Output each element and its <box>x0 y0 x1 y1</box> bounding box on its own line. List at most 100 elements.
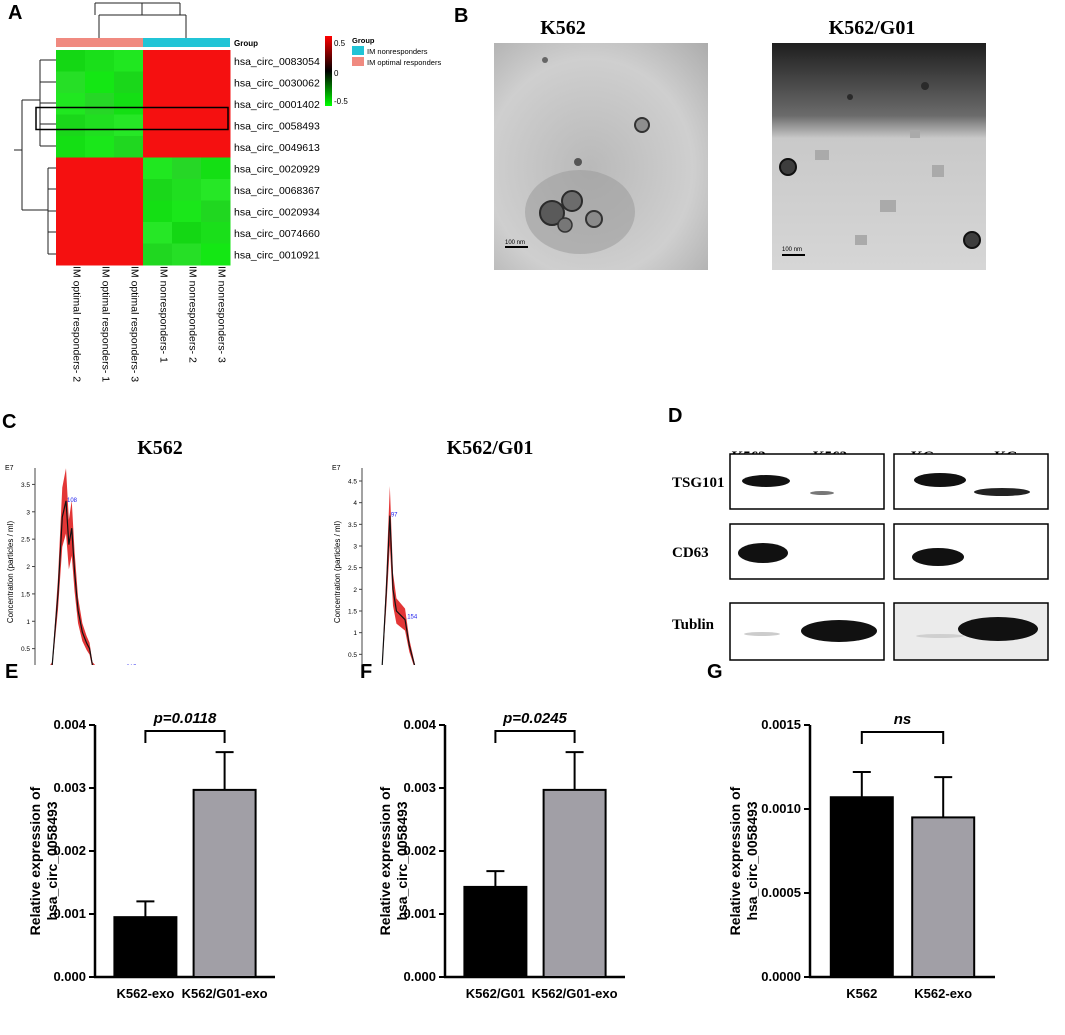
heatmap-cell <box>172 50 202 72</box>
heatmap-cell <box>201 50 231 72</box>
category-label: K562/G01 <box>466 986 525 1001</box>
panel-letter-c: C <box>2 411 17 433</box>
y-axis-label: Relative expression of <box>377 786 393 935</box>
heatmap-cell <box>143 114 173 137</box>
y-tick-label: 0.0010 <box>761 801 801 816</box>
heatmap-cell <box>201 93 231 115</box>
heatmap-cell <box>56 179 86 201</box>
band-tublin-k562-exo <box>744 632 780 636</box>
nta-y-tick-label: 3.5 <box>21 482 30 489</box>
legend-item-label: IM nonresponders <box>367 47 428 56</box>
nta-y-tick-label: 1.5 <box>21 591 30 598</box>
band-tsg101-kg-exo <box>914 473 966 487</box>
y-tick-label: 0.0000 <box>761 969 801 984</box>
heatmap-cell <box>85 114 115 137</box>
heatmap-cell <box>114 136 144 158</box>
band-tublin-k562 <box>801 620 877 642</box>
heatmap-cell <box>143 179 173 201</box>
bar-chart-g: 0.0000 0.0005 0.0010 0.0015 Relative express… <box>727 711 995 1001</box>
bar-k562-g01-exo <box>542 788 607 978</box>
band-tublin-kg-exo <box>916 634 964 638</box>
heatmap-cell <box>172 222 202 244</box>
heatmap-cell <box>85 71 115 94</box>
band-tsg101-kg <box>974 488 1030 496</box>
heatmap-panel: Group hsa_circ_0083054 hsa_circ_0030062hsa… <box>14 2 441 382</box>
row-dendrogram <box>14 59 56 255</box>
heatmap-cell <box>56 243 86 266</box>
column-dendrogram <box>94 2 187 38</box>
blot-row-label-tublin: Tublin <box>672 617 715 633</box>
nta-peak-label: 97 <box>391 513 398 519</box>
nta-y-label: Concentration (particles / ml) <box>6 521 15 624</box>
heatmap-cell <box>56 157 86 180</box>
nta-exponent: E7 <box>332 465 341 472</box>
color-scale-tick: -0.5 <box>334 97 348 106</box>
tem-scale-k562-g01: 100 nm <box>782 247 802 253</box>
tem-title-k562: K562 <box>540 17 586 39</box>
heatmap-cell <box>114 200 144 223</box>
nta-plot-k562: K562E700.511.522.533.5010020030040050060… <box>5 437 183 665</box>
heatmap-cell <box>201 157 231 180</box>
significance-bracket <box>860 731 945 744</box>
nta-y-tick-label: 3 <box>26 509 30 516</box>
y-axis-label: hsa_circ_0058493 <box>744 801 760 920</box>
heatmap-cell <box>56 93 86 115</box>
heatmap-column-label: IM nonresponders- 3 <box>216 266 228 363</box>
nta-y-tick-label: 4.5 <box>348 479 357 486</box>
nta-y-tick-label: 2.5 <box>21 537 30 544</box>
heatmap-cell <box>114 222 144 244</box>
heatmap-column-label: IM nonresponders- 1 <box>158 266 170 363</box>
heatmap-cell <box>114 179 144 201</box>
heatmap-cell <box>143 136 173 158</box>
heatmap-cell <box>85 222 115 244</box>
nta-y-tick-label: 2 <box>26 564 30 571</box>
heatmap-cell <box>201 114 231 137</box>
heatmap-cell <box>85 136 115 158</box>
nta-y-label: Concentration (particles / ml) <box>333 521 342 624</box>
group-strip-cell <box>143 38 172 47</box>
heatmap-cell <box>143 222 173 244</box>
heatmap-column-label: IM optimal responders- 3 <box>129 266 141 382</box>
tem-image-k562-g01: 100 nm <box>772 43 986 270</box>
band-tsg101-k562-exo <box>742 475 790 487</box>
category-label: K562-exo <box>914 986 972 1001</box>
y-tick-label: 0.0015 <box>761 717 801 732</box>
band-cd63-k562-exo <box>738 543 788 563</box>
significance-label: ns <box>894 711 912 728</box>
heatmap-cell <box>201 71 231 94</box>
y-axis-label: Relative expression of <box>27 786 43 935</box>
heatmap-cell <box>172 93 202 115</box>
nta-peak-label: 108 <box>67 498 78 504</box>
heatmap-cell <box>172 71 202 94</box>
heatmap-cell <box>56 136 86 158</box>
group-strip-cell <box>56 38 85 47</box>
blot-row-label-tsg101: TSG101 <box>672 475 725 491</box>
panel-letter-g: G <box>707 661 723 683</box>
significance-label: p=0.0245 <box>502 710 567 727</box>
nta-y-tick-label: 2.5 <box>348 565 357 572</box>
heatmap-row-label: hsa_circ_0068367 <box>234 185 320 197</box>
nta-y-tick-label: 1 <box>353 630 357 637</box>
category-label: K562/G01-exo <box>532 986 618 1001</box>
heatmap-column-label: IM optimal responders- 2 <box>71 266 83 382</box>
y-tick-label: 0.0005 <box>761 885 801 900</box>
heatmap-cell <box>201 136 231 158</box>
heatmap-cell <box>172 243 202 266</box>
nta-y-tick-label: 0.5 <box>348 652 357 659</box>
heatmap-row-label: hsa_circ_0010921 <box>234 249 320 261</box>
group-strip-label: Group <box>234 39 258 48</box>
y-tick-label: 0.002 <box>53 843 86 858</box>
band-tsg101-k562 <box>810 491 834 495</box>
heatmap-cell <box>114 93 144 115</box>
nta-y-tick-label: 4 <box>353 500 357 507</box>
heatmap-cell <box>172 157 202 180</box>
heatmap-cell <box>143 157 173 180</box>
significance-bracket <box>494 730 576 743</box>
heatmap-row-label: hsa_circ_0058493 <box>234 120 320 132</box>
heatmap-cell <box>172 179 202 201</box>
heatmap-cell <box>172 136 202 158</box>
y-axis-label: Relative expression of <box>727 786 743 935</box>
panel-letter-a: A <box>8 2 23 24</box>
group-strip-cell <box>85 38 114 47</box>
heatmap-row-label: hsa_circ_0020929 <box>234 163 320 175</box>
